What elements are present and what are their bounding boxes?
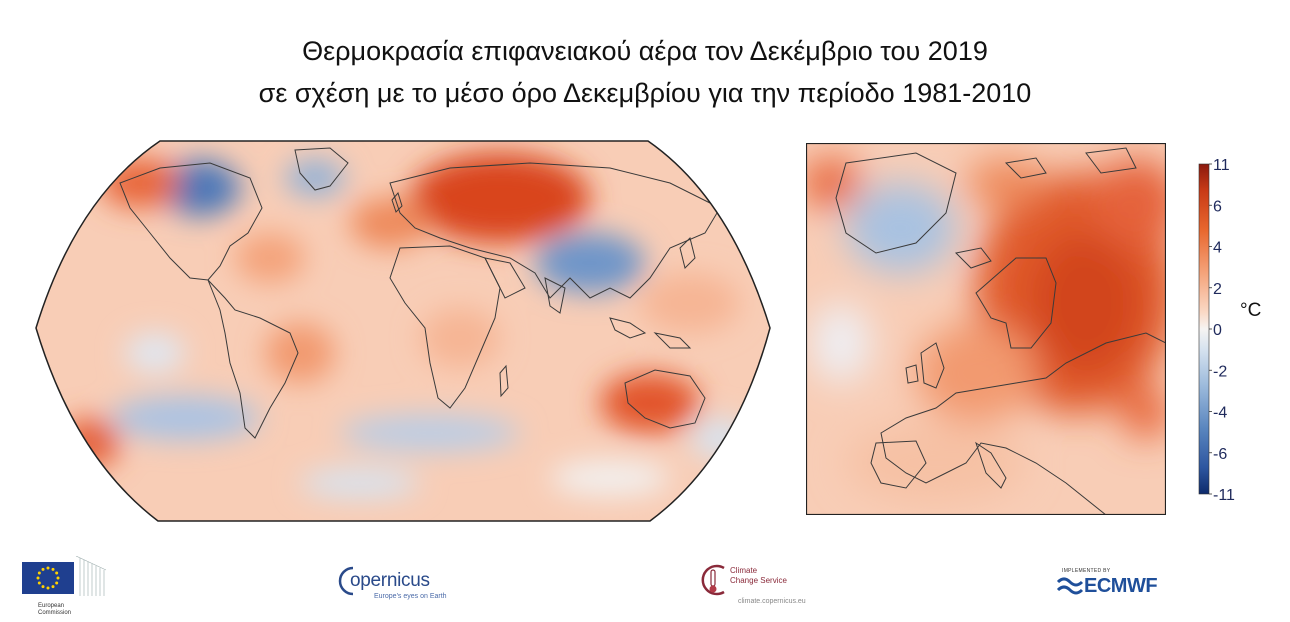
eu-star	[55, 581, 59, 585]
ecmwf-wave-icon	[1056, 577, 1084, 595]
ec-line2: Commission	[38, 610, 72, 616]
colorbar-tick-label: -11	[1213, 487, 1235, 500]
eu-star	[56, 576, 60, 580]
eu-star	[37, 571, 41, 575]
eu-flag-icon	[22, 555, 107, 596]
colorbar-tick-label: 0	[1213, 322, 1222, 339]
eu-star	[41, 567, 45, 571]
map-title-line-1: Θερμοκρασία επιφανειακού αέρα τον Δεκέμβ…	[302, 36, 988, 66]
ecmwf-logo: IMPLEMENTED BY ECMWF	[1056, 568, 1196, 608]
colorbar-gradient	[1198, 163, 1210, 495]
ccs-line1: Climate	[730, 566, 758, 575]
eu-star	[46, 586, 50, 590]
colorbar-tick-label: -6	[1213, 446, 1227, 463]
colorbar-tick-label: 4	[1213, 240, 1222, 257]
colorbar-tick-label: -2	[1213, 363, 1227, 380]
european-commission-logo: European Commission	[18, 555, 128, 616]
colorbar-tick-label: 6	[1213, 198, 1222, 215]
ec-line1: European	[38, 603, 65, 609]
copernicus-c-icon	[338, 566, 354, 596]
eu-star	[37, 581, 41, 585]
ccs-url: climate.copernicus.eu	[738, 598, 806, 605]
eu-star	[46, 566, 50, 570]
colorbar-tick-label: 2	[1213, 281, 1222, 298]
eu-star	[51, 567, 55, 571]
colorbar-unit: °C	[1240, 300, 1262, 321]
colorbar-tick-label: -4	[1213, 405, 1227, 422]
colorbar: 11 6 4 2 0 -2 -4 -6 -11	[1198, 157, 1235, 500]
europe-anomaly-map	[806, 143, 1166, 515]
logo-strip: European Commission opernicus Europe's e…	[0, 540, 1290, 622]
world-anomaly-map	[35, 140, 771, 522]
eu-star	[41, 585, 45, 589]
eu-star	[36, 576, 40, 580]
copernicus-name: opernicus	[350, 570, 430, 591]
copernicus-tagline: Europe's eyes on Earth	[374, 593, 447, 600]
map-title: Θερμοκρασία επιφανειακού αέρα τον Δεκέμβ…	[0, 30, 1290, 114]
copernicus-logo: opernicus Europe's eyes on Earth	[336, 562, 466, 612]
eu-star	[51, 585, 55, 589]
thermometer-icon	[701, 564, 725, 596]
climate-change-service-logo: Climate Change Service climate.copernicu…	[698, 562, 828, 612]
ecmwf-name: ECMWF	[1084, 575, 1158, 597]
ecmwf-implemented-by: IMPLEMENTED BY	[1062, 568, 1111, 574]
eu-star	[55, 571, 59, 575]
map-title-line-2: σε σχέση με το μέσο όρο Δεκεμβρίου για τ…	[258, 78, 1032, 108]
ccs-line2: Change Service	[730, 576, 787, 585]
colorbar-tick-label: 11	[1213, 157, 1230, 174]
